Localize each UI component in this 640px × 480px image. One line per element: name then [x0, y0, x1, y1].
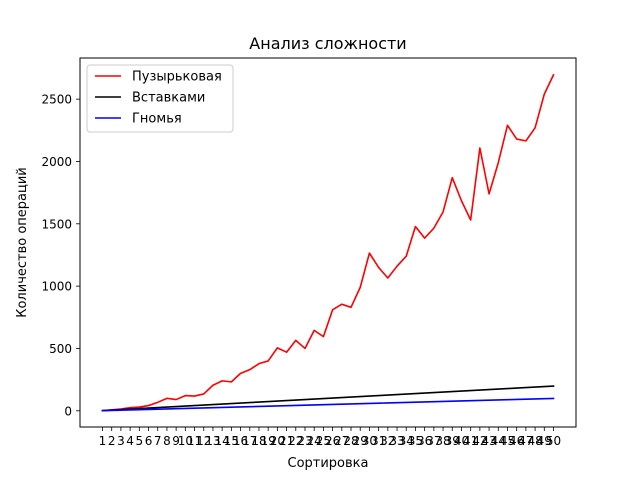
- x-tick-label: 36: [417, 434, 432, 448]
- x-tick-label: 29: [353, 434, 368, 448]
- x-tick-label: 9: [172, 434, 180, 448]
- x-tick-label: 8: [163, 434, 171, 448]
- x-tick-label: 39: [445, 434, 460, 448]
- plot-frame: [79, 57, 577, 428]
- x-tick-label: 6: [145, 434, 153, 448]
- chart-title: Анализ сложности: [249, 34, 406, 53]
- x-tick-label: 17: [242, 434, 257, 448]
- y-axis-label: Количество операций: [15, 167, 30, 318]
- y-tick-label: 1500: [41, 217, 72, 231]
- x-tick-label: 19: [261, 434, 276, 448]
- series-line-2: [101, 385, 555, 412]
- x-tick-label: 21: [279, 434, 294, 448]
- x-tick-label: 14: [215, 434, 230, 448]
- x-tick-label: 28: [343, 434, 358, 448]
- x-tick-label: 50: [546, 434, 561, 448]
- x-tick-label: 23: [297, 434, 312, 448]
- y-tick-label: 2000: [41, 155, 72, 169]
- x-tick-label: 15: [224, 434, 239, 448]
- series-line-1: [101, 73, 555, 412]
- x-tick-label: 4: [126, 434, 134, 448]
- x-tick-label: 2: [108, 434, 116, 448]
- x-tick-label: 41: [463, 434, 478, 448]
- x-tick-label: 43: [481, 434, 496, 448]
- x-tick-label: 5: [135, 434, 143, 448]
- x-tick-label: 7: [154, 434, 162, 448]
- x-tick-label: 20: [270, 434, 285, 448]
- x-tick-label: 31: [371, 434, 386, 448]
- x-tick-label: 45: [500, 434, 515, 448]
- series-line-3: [101, 397, 555, 412]
- legend-label-3: Гномья: [132, 112, 182, 127]
- x-tick-label: 48: [527, 434, 542, 448]
- legend-box: [86, 64, 234, 133]
- legend: Пузырьковая Вставками Гномья: [86, 64, 234, 133]
- series-layer: [101, 73, 555, 412]
- x-tick-label: 11: [187, 434, 202, 448]
- x-tick-label: 35: [408, 434, 423, 448]
- x-tick-label: 10: [178, 434, 193, 448]
- y-axis: 0 500 1000 1500 2000 2500: [41, 93, 80, 418]
- x-tick-label: 13: [205, 434, 220, 448]
- y-tick-label: 2500: [41, 93, 72, 107]
- legend-items: Пузырьковая Вставками Гномья: [95, 70, 222, 127]
- y-tick-label: 0: [64, 404, 72, 418]
- x-tick-label: 22: [288, 434, 303, 448]
- legend-label-1: Пузырьковая: [132, 70, 222, 85]
- x-tick-label: 3: [117, 434, 125, 448]
- x-tick-label: 38: [435, 434, 450, 448]
- x-tick-label: 27: [334, 434, 349, 448]
- x-tick-label: 26: [325, 434, 340, 448]
- x-tick-label: 37: [426, 434, 441, 448]
- x-axis: 1 2 3 4 5 6 7 8 91011121314151617181920212223242…: [99, 427, 561, 448]
- x-tick-label: 25: [316, 434, 331, 448]
- x-tick-label: 32: [380, 434, 395, 448]
- x-tick-label: 34: [399, 434, 414, 448]
- x-tick-label: 24: [307, 434, 322, 448]
- y-tick-label: 1000: [41, 280, 72, 294]
- x-tick-label: 44: [491, 434, 506, 448]
- x-tick-label: 47: [518, 434, 533, 448]
- x-tick-label: 1: [99, 434, 107, 448]
- x-tick-label: 42: [472, 434, 487, 448]
- x-tick-label: 18: [251, 434, 266, 448]
- legend-label-2: Вставками: [132, 91, 205, 106]
- x-tick-label: 33: [389, 434, 404, 448]
- x-tick-label: 12: [196, 434, 211, 448]
- x-axis-label: Сортировка: [288, 456, 369, 471]
- x-tick-label: 40: [454, 434, 469, 448]
- x-tick-label: 49: [537, 434, 552, 448]
- x-tick-label: 16: [233, 434, 248, 448]
- y-tick-label: 500: [49, 342, 72, 356]
- x-tick-label: 30: [362, 434, 377, 448]
- x-tick-label: 46: [509, 434, 524, 448]
